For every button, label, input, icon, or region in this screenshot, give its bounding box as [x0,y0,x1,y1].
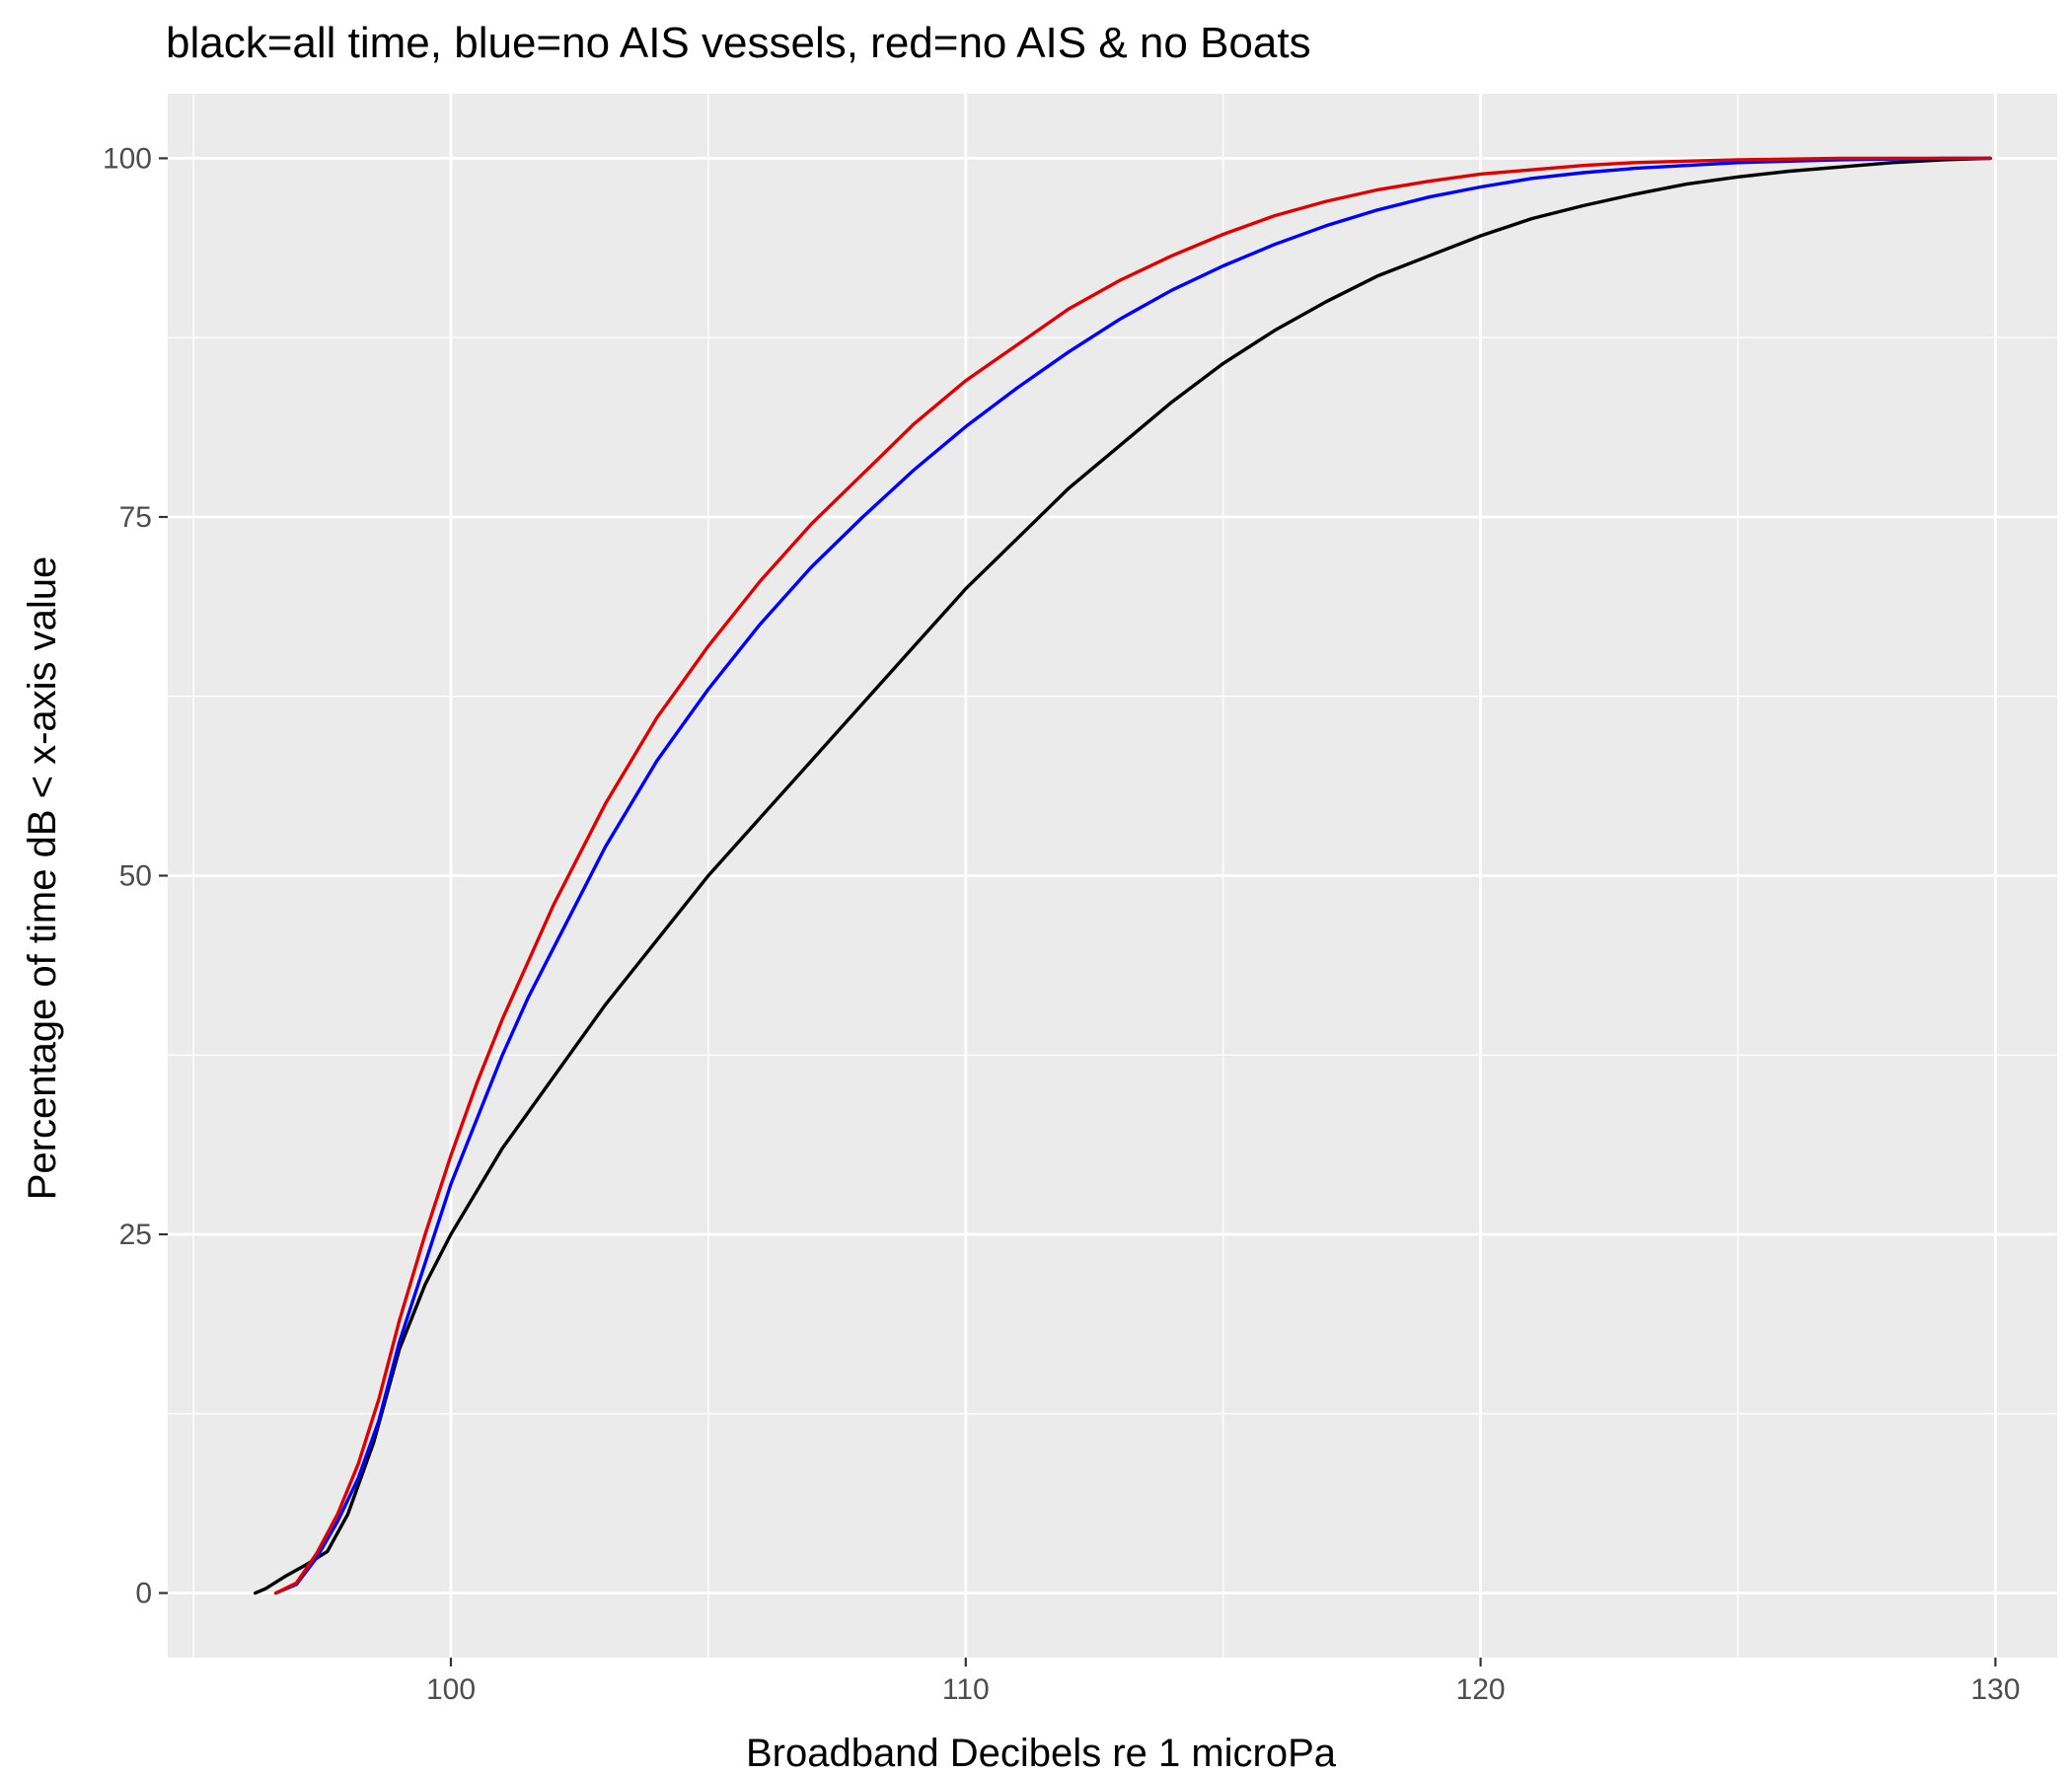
y-tick-label: 100 [103,142,152,175]
series-line-3 [273,156,1992,1595]
y-tick-label: 25 [119,1219,152,1251]
grid-major [168,94,2057,1658]
y-tick-label: 75 [119,501,152,534]
x-tick-label: 110 [942,1673,990,1706]
series-layer [254,156,1992,1595]
y-tick-label: 50 [119,860,152,893]
chart-title: black=all time, blue=no AIS vessels, red… [166,19,1311,67]
x-axis-label: Broadband Decibels re 1 microPa [746,1732,1337,1775]
x-tick-label: 130 [1970,1673,2020,1706]
y-axis-label: Percentage of time dB < x-axis value [21,556,64,1201]
axis-ticks: 100 110 120 130 0 25 50 75 100 [103,142,2020,1706]
y-tick-label: 0 [135,1578,152,1610]
x-tick-label: 120 [1456,1673,1506,1706]
x-tick-label: 100 [426,1673,476,1706]
series-line-2 [273,156,1992,1595]
